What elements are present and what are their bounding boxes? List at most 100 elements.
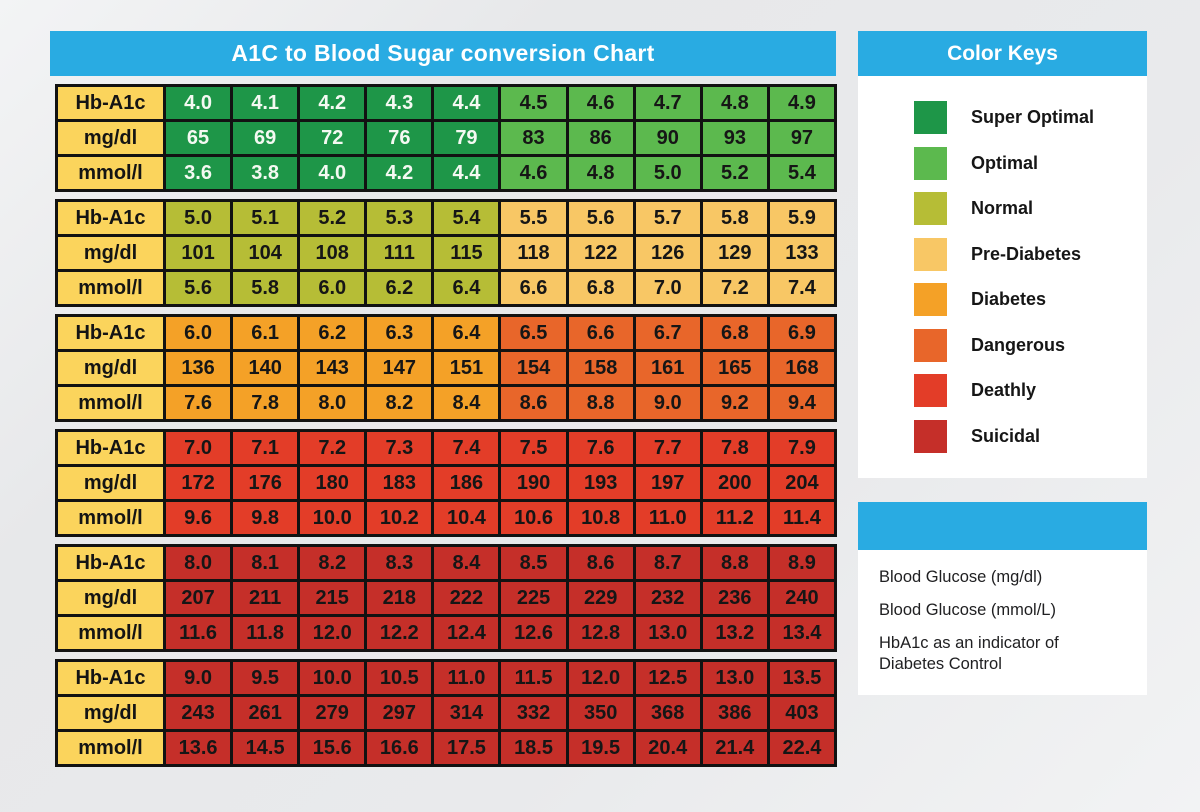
table-cell: 8.2 — [300, 547, 365, 579]
table-cell: 115 — [434, 237, 499, 269]
table-cell: 18.5 — [501, 732, 566, 764]
table-cell: 7.4 — [769, 272, 834, 304]
table-cell: 186 — [434, 467, 499, 499]
table-cell: 133 — [769, 237, 834, 269]
table-cell: 9.6 — [166, 502, 231, 534]
table-cell: 4.4 — [434, 87, 499, 119]
table-cell: 79 — [434, 122, 499, 154]
table-cell: 6.2 — [367, 272, 432, 304]
legend-title-bar: Color Keys — [858, 31, 1147, 76]
row-label: mmol/l — [58, 732, 163, 764]
table-cell: 211 — [233, 582, 298, 614]
table-cell: 3.6 — [166, 157, 231, 189]
table-cell: 7.7 — [635, 432, 700, 464]
legend-swatch — [914, 283, 947, 317]
row-label: Hb-A1c — [58, 547, 163, 579]
chart-title-bar: A1C to Blood Sugar conversion Chart — [50, 31, 836, 76]
table-cell: 6.7 — [635, 317, 700, 349]
legend-panel: Super Optimal Optimal Normal Pre-Diabetes Di… — [858, 76, 1147, 478]
table-cell: 5.3 — [367, 202, 432, 234]
table-cell: 7.1 — [233, 432, 298, 464]
table-cell: 7.5 — [501, 432, 566, 464]
table-cell: 17.5 — [434, 732, 499, 764]
table-cell: 8.0 — [300, 387, 365, 419]
table-cell: 314 — [434, 697, 499, 729]
table-cell: 6.2 — [300, 317, 365, 349]
table-cell: 12.0 — [568, 662, 633, 694]
table-cell: 4.8 — [568, 157, 633, 189]
table-cell: 122 — [568, 237, 633, 269]
table-cell: 97 — [769, 122, 834, 154]
table-cell: 12.2 — [367, 617, 432, 649]
table-cell: 93 — [702, 122, 767, 154]
row-label: mg/dl — [58, 697, 163, 729]
row-label: Hb-A1c — [58, 202, 163, 234]
legend-label: Optimal — [971, 152, 1039, 173]
table-cell: 5.7 — [635, 202, 700, 234]
table-cell: 4.7 — [635, 87, 700, 119]
table-cell: 8.8 — [702, 547, 767, 579]
table-cell: 129 — [702, 237, 767, 269]
table-cell: 200 — [702, 467, 767, 499]
table-cell: 350 — [568, 697, 633, 729]
row-label: Hb-A1c — [58, 317, 163, 349]
table-cell: 8.7 — [635, 547, 700, 579]
legend-item: Deathly — [914, 368, 1147, 414]
table-cell: 13.2 — [702, 617, 767, 649]
legend-swatch — [914, 328, 947, 362]
row-label: mg/dl — [58, 352, 163, 384]
row-label: mmol/l — [58, 157, 163, 189]
table-cell: 11.5 — [501, 662, 566, 694]
table-cell: 8.6 — [568, 547, 633, 579]
table-cell: 11.4 — [769, 502, 834, 534]
note-line: Blood Glucose (mg/dl) — [879, 568, 1043, 586]
table-cell: 8.3 — [367, 547, 432, 579]
row-label: Hb-A1c — [58, 662, 163, 694]
table-cell: 6.6 — [501, 272, 566, 304]
table-cell: 279 — [300, 697, 365, 729]
table-cell: 5.1 — [233, 202, 298, 234]
table-cell: 8.4 — [434, 547, 499, 579]
table-cell: 236 — [702, 582, 767, 614]
table-cell: 176 — [233, 467, 298, 499]
table-block: Hb-A1c 8.0 8.1 8.2 8.3 8.4 8.5 8.6 8.7 8.8 8.9 mg/d… — [55, 544, 837, 652]
table-cell: 4.6 — [568, 87, 633, 119]
table-cell: 207 — [166, 582, 231, 614]
table-cell: 5.5 — [501, 202, 566, 234]
table-cell: 8.0 — [166, 547, 231, 579]
legend-swatch — [914, 419, 947, 453]
notes-panel: Blood Glucose (mg/dl) Blood Glucose (mmol… — [858, 550, 1147, 695]
table-cell: 5.4 — [434, 202, 499, 234]
notes-header-bar — [858, 502, 1147, 550]
table-cell: 147 — [367, 352, 432, 384]
table-cell: 19.5 — [568, 732, 633, 764]
table-cell: 7.0 — [166, 432, 231, 464]
table-cell: 8.6 — [501, 387, 566, 419]
table-cell: 232 — [635, 582, 700, 614]
table-cell: 126 — [635, 237, 700, 269]
table-cell: 5.2 — [300, 202, 365, 234]
table-cell: 14.5 — [233, 732, 298, 764]
table-cell: 136 — [166, 352, 231, 384]
legend-label: Super Optimal — [971, 107, 1095, 128]
legend-swatch — [914, 374, 947, 408]
row-label: mmol/l — [58, 502, 163, 534]
table-cell: 7.2 — [702, 272, 767, 304]
table-cell: 154 — [501, 352, 566, 384]
table-cell: 7.8 — [702, 432, 767, 464]
table-cell: 101 — [166, 237, 231, 269]
table-cell: 4.4 — [434, 157, 499, 189]
chart-title: A1C to Blood Sugar conversion Chart — [231, 40, 655, 66]
table-cell: 8.4 — [434, 387, 499, 419]
table-cell: 104 — [233, 237, 298, 269]
table-cell: 13.6 — [166, 732, 231, 764]
table-cell: 4.9 — [769, 87, 834, 119]
table-cell: 5.9 — [769, 202, 834, 234]
table-block: Hb-A1c 9.0 9.5 10.0 10.5 11.0 11.5 12.0 12.5 13.0… — [55, 659, 837, 767]
table-cell: 6.1 — [233, 317, 298, 349]
table-cell: 12.5 — [635, 662, 700, 694]
table-cell: 7.6 — [166, 387, 231, 419]
table-cell: 83 — [501, 122, 566, 154]
table-cell: 9.0 — [635, 387, 700, 419]
table-cell: 297 — [367, 697, 432, 729]
